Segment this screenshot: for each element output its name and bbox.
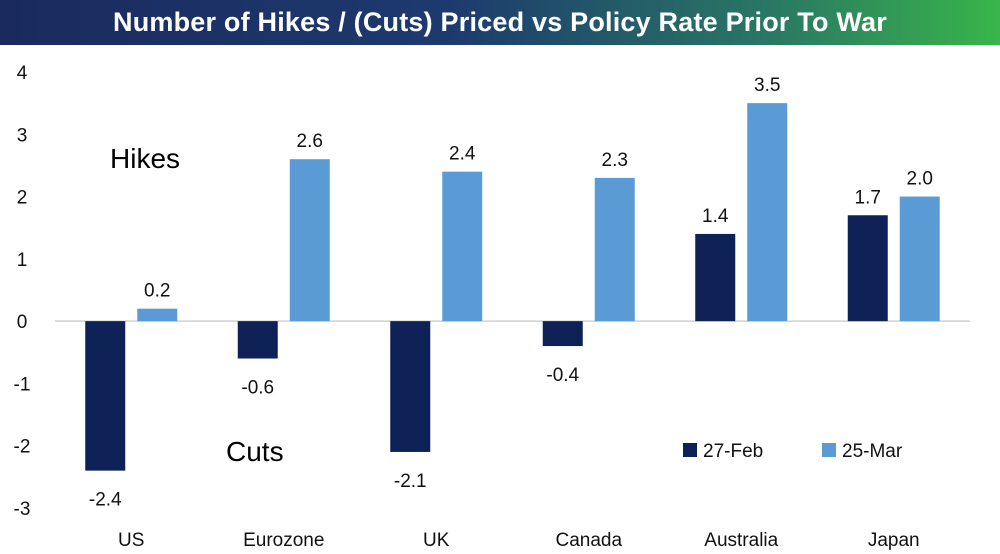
bar-25-Mar-Japan bbox=[899, 196, 940, 322]
category-label: Japan bbox=[868, 530, 920, 551]
bar-25-Mar-Australia bbox=[747, 103, 788, 322]
bar-25-Mar-Eurozone bbox=[289, 159, 330, 322]
hikes-annotation: Hikes bbox=[110, 143, 180, 174]
chart-title: Number of Hikes / (Cuts) Priced vs Polic… bbox=[113, 7, 887, 37]
category-label: Eurozone bbox=[243, 530, 324, 551]
title-bar: Number of Hikes / (Cuts) Priced vs Polic… bbox=[0, 0, 1000, 45]
y-tick-label: -1 bbox=[14, 374, 31, 395]
category-label: US bbox=[118, 530, 144, 551]
y-tick-label: 2 bbox=[17, 188, 28, 209]
bar-27-Feb-UK bbox=[390, 321, 431, 452]
legend-label: 25-Mar bbox=[842, 441, 903, 462]
data-label: 2.3 bbox=[602, 150, 628, 171]
cuts-annotation: Cuts bbox=[226, 436, 284, 467]
chart-area: -3 -2 -1 0 1 2 3 4 -2.4 0.2 US -0.6 2.6 Eurozone -2.1 2… bbox=[14, 63, 970, 551]
data-label: 3.5 bbox=[754, 75, 780, 96]
data-label: 0.2 bbox=[144, 281, 170, 302]
data-label: 1.7 bbox=[855, 187, 881, 208]
legend-swatch-27-Feb bbox=[683, 443, 697, 457]
y-tick-label: 4 bbox=[17, 63, 28, 84]
bar-25-Mar-UK bbox=[442, 171, 483, 322]
legend-swatch-25-Mar bbox=[822, 443, 836, 457]
y-tick-label: 3 bbox=[17, 125, 28, 146]
category-label: UK bbox=[423, 530, 450, 551]
bar-27-Feb-Australia bbox=[695, 233, 736, 322]
category-label: Australia bbox=[704, 530, 778, 551]
data-label: -0.6 bbox=[241, 378, 274, 399]
data-label: -2.1 bbox=[394, 471, 427, 492]
bar-27-Feb-US bbox=[85, 321, 126, 471]
data-label: -0.4 bbox=[546, 365, 579, 386]
bar-27-Feb-Eurozone bbox=[237, 321, 278, 359]
legend-label: 27-Feb bbox=[703, 441, 763, 462]
y-tick-label: 1 bbox=[17, 250, 28, 271]
data-label: 1.4 bbox=[702, 206, 729, 227]
data-label: 2.0 bbox=[907, 169, 933, 190]
data-label: 2.6 bbox=[297, 131, 323, 152]
y-tick-label: 0 bbox=[17, 312, 28, 333]
bar-25-Mar-US bbox=[137, 308, 178, 322]
bar-27-Feb-Canada bbox=[542, 321, 583, 347]
y-tick-label: -2 bbox=[14, 437, 31, 458]
category-label: Canada bbox=[555, 530, 622, 551]
bar-27-Feb-Japan bbox=[847, 215, 888, 322]
y-tick-label: -3 bbox=[14, 499, 31, 520]
data-label: -2.4 bbox=[89, 490, 122, 511]
bar-25-Mar-Canada bbox=[594, 177, 635, 322]
data-label: 2.4 bbox=[449, 144, 476, 165]
